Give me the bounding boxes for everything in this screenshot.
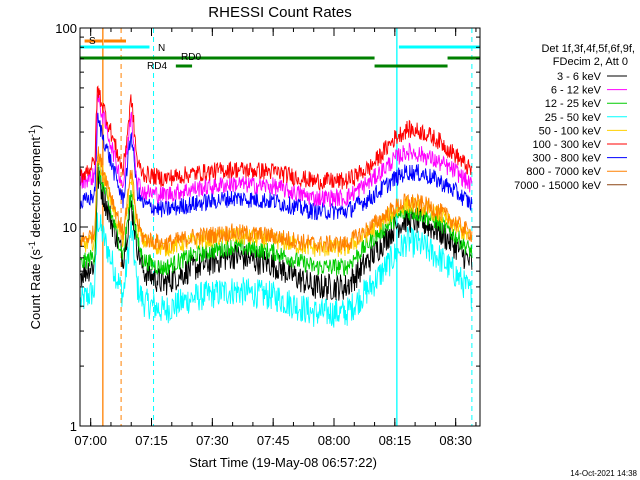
axes: 07:00 07:15 07:30 07:45 08:00 08:15 08:30 1 10 10…: [55, 21, 480, 448]
legend-label-7000-15000-kev: 7000 - 15000 keV: [514, 180, 602, 192]
x-tick-label-07-15: 07:15: [135, 433, 168, 448]
footer-timestamp: 14-Oct-2021 14:38: [570, 469, 637, 478]
x-tick-label-08-15: 08:15: [379, 433, 412, 448]
legend-label-25-50-kev: 25 - 50 keV: [545, 112, 602, 124]
legend-header-decimation: FDecim 2, Att 0: [553, 56, 628, 68]
y-axis-label: Count Rate (s-1 detector segment-1): [27, 125, 43, 330]
series-6-12-kev: [80, 93, 473, 208]
attenuator-label: S: [89, 36, 96, 47]
x-axis-label: Start Time (19-May-08 06:57:22): [189, 455, 377, 470]
legend-label-3-6-kev: 3 - 6 keV: [557, 71, 602, 83]
y-tick-label-100: 100: [55, 21, 77, 36]
saa-label: N: [158, 43, 165, 54]
series-lines: [80, 85, 473, 328]
legend-label-50-100-kev: 50 - 100 keV: [539, 125, 602, 137]
legend-label-800-7000-kev: 800 - 7000 keV: [526, 166, 601, 178]
legend-label-12-25-kev: 12 - 25 keV: [545, 98, 602, 110]
x-tick-label-07-30: 07:30: [196, 433, 229, 448]
flag-label-rd4: RD4: [147, 61, 167, 72]
series-100-300-kev: [80, 85, 473, 192]
status-bars: S N RD4 RD0: [80, 36, 480, 72]
flag-label-rd0: RD0: [181, 52, 201, 63]
x-tick-label-07-00: 07:00: [74, 433, 107, 448]
series-800-7000-kev: [80, 146, 473, 253]
legend-label-100-300-kev: 100 - 300 keV: [533, 139, 602, 151]
x-tick-label-08-00: 08:00: [318, 433, 351, 448]
x-tick-label-08-30: 08:30: [439, 433, 472, 448]
legend-header-detectors: Det 1f,3f,4f,5f,6f,9f,: [541, 43, 635, 55]
legend-label-6-12-kev: 6 - 12 keV: [551, 85, 602, 97]
chart-title: RHESSI Count Rates: [208, 4, 351, 21]
y-tick-label-10: 10: [63, 220, 77, 235]
event-lines: [102, 28, 473, 426]
series-50-100-kev: [80, 153, 473, 258]
series-300-800-kev: [80, 112, 473, 221]
legend-label-300-800-kev: 300 - 800 keV: [533, 153, 602, 165]
series-25-50-kev: [80, 212, 473, 328]
y-tick-label-1: 1: [70, 419, 77, 434]
x-tick-label-07-45: 07:45: [257, 433, 290, 448]
